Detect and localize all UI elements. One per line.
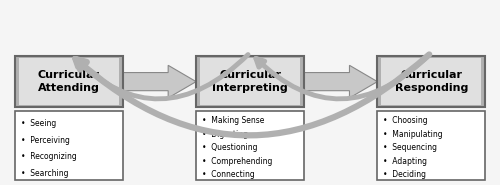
FancyBboxPatch shape — [15, 111, 122, 179]
Text: •  Sequencing: • Sequencing — [384, 143, 438, 152]
Text: •  Comprehending: • Comprehending — [202, 157, 272, 166]
FancyBboxPatch shape — [382, 58, 482, 105]
Text: •  Deciding: • Deciding — [384, 170, 426, 179]
FancyBboxPatch shape — [196, 56, 304, 107]
FancyArrow shape — [304, 65, 378, 98]
FancyBboxPatch shape — [196, 111, 304, 179]
Text: •  Making Sense: • Making Sense — [202, 116, 264, 125]
Text: •  Seeing: • Seeing — [20, 119, 56, 128]
Text: •  Connecting: • Connecting — [202, 170, 254, 179]
FancyArrowPatch shape — [74, 55, 248, 99]
Text: Curricular
Responding: Curricular Responding — [394, 70, 468, 93]
Text: •  Questioning: • Questioning — [202, 143, 258, 152]
FancyArrow shape — [122, 65, 196, 98]
Text: •  Searching: • Searching — [20, 169, 68, 178]
FancyBboxPatch shape — [200, 58, 300, 105]
FancyArrowPatch shape — [256, 55, 430, 99]
Text: Curricular
Attending: Curricular Attending — [38, 70, 100, 93]
FancyArrowPatch shape — [76, 54, 429, 135]
Text: •  Choosing: • Choosing — [384, 116, 428, 125]
Text: •  Recognizing: • Recognizing — [20, 152, 76, 161]
Text: •  Perceiving: • Perceiving — [20, 136, 70, 144]
FancyBboxPatch shape — [18, 58, 118, 105]
Text: Curricular
Interpreting: Curricular Interpreting — [212, 70, 288, 93]
Text: •  Adapting: • Adapting — [384, 157, 428, 166]
Text: •  Digesting: • Digesting — [202, 130, 248, 139]
FancyBboxPatch shape — [15, 56, 122, 107]
FancyBboxPatch shape — [378, 56, 485, 107]
FancyBboxPatch shape — [378, 111, 485, 179]
Text: •  Manipulating: • Manipulating — [384, 130, 443, 139]
